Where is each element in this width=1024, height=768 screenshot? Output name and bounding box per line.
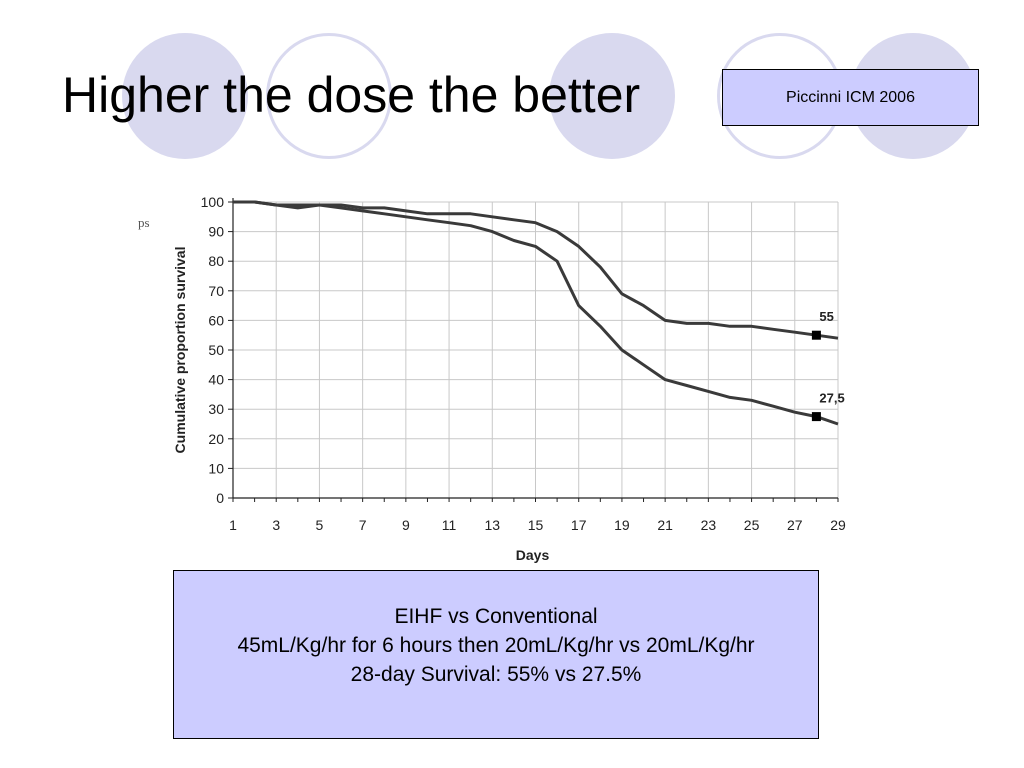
x-tick-label: 29 bbox=[830, 517, 846, 533]
x-tick-label: 21 bbox=[657, 517, 673, 533]
x-tick-label: 13 bbox=[484, 517, 500, 533]
x-tick-label: 5 bbox=[316, 517, 324, 533]
x-tick-label: 27 bbox=[787, 517, 803, 533]
decorative-circle bbox=[122, 33, 248, 159]
x-tick-label: 19 bbox=[614, 517, 630, 533]
series-line-1 bbox=[233, 200, 839, 340]
x-tick-label: 3 bbox=[272, 517, 280, 533]
x-tick-label: 11 bbox=[442, 517, 457, 533]
x-tick-label: 23 bbox=[701, 517, 717, 533]
citation-box: Piccinni ICM 2006 bbox=[722, 69, 979, 126]
y-axis-title: Cumulative proportion survival bbox=[172, 247, 188, 454]
series-end-marker-2 bbox=[811, 412, 821, 422]
y-tick-label: 0 bbox=[216, 490, 224, 506]
summary-line-survival: 28-day Survival: 55% vs 27.5% bbox=[350, 663, 642, 686]
y-tick-label: 80 bbox=[208, 253, 224, 269]
x-tick-label: 9 bbox=[402, 517, 410, 533]
y-tick-label: 100 bbox=[201, 194, 225, 210]
series-line-2 bbox=[233, 200, 839, 426]
x-tick-label: 17 bbox=[571, 517, 587, 533]
summary-line-dosing: 45mL/Kg/hr for 6 hours then 20mL/Kg/hr v… bbox=[237, 634, 755, 657]
x-tick-label: 1 bbox=[229, 517, 237, 533]
y-tick-label: 70 bbox=[208, 283, 224, 299]
corner-fragment: ps bbox=[138, 215, 150, 230]
decorative-circle bbox=[266, 33, 392, 159]
summary-box: EIHF vs Conventional 45mL/Kg/hr for 6 ho… bbox=[173, 570, 819, 739]
y-tick-label: 10 bbox=[208, 460, 224, 476]
decorative-circle bbox=[549, 33, 675, 159]
survival-chart: 0 10 20 30 40 50 60 70 80 90 100 1 3 5 7 9 11 13 15 17 19 21 2… bbox=[130, 180, 860, 570]
y-tick-label: 50 bbox=[208, 342, 224, 358]
slide-title: Higher the dose the better bbox=[62, 67, 641, 123]
series-end-label-1: 55 bbox=[819, 309, 833, 324]
y-tick-label: 60 bbox=[208, 312, 224, 328]
x-tick-label: 25 bbox=[744, 517, 760, 533]
y-tick-label: 20 bbox=[208, 431, 224, 447]
citation-text: Piccinni ICM 2006 bbox=[786, 88, 915, 106]
y-tick-label: 30 bbox=[208, 401, 224, 417]
y-tick-label: 40 bbox=[208, 372, 224, 388]
series-end-marker-1 bbox=[811, 330, 821, 340]
x-tick-label: 15 bbox=[528, 517, 544, 533]
series-end-label-2: 27,5 bbox=[819, 391, 844, 406]
x-axis-title: Days bbox=[516, 547, 550, 563]
summary-line-comparison: EIHF vs Conventional bbox=[394, 605, 598, 628]
y-tick-label: 90 bbox=[208, 224, 224, 240]
x-tick-label: 7 bbox=[359, 517, 367, 533]
